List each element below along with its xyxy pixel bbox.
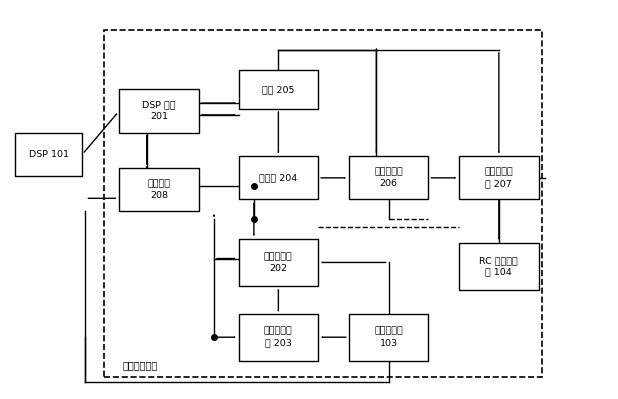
FancyBboxPatch shape — [119, 168, 199, 211]
Text: RC 低通滤波
器 104: RC 低通滤波 器 104 — [480, 256, 519, 277]
Text: DSP 接口
201: DSP 接口 201 — [142, 101, 176, 121]
FancyBboxPatch shape — [459, 156, 539, 200]
FancyBboxPatch shape — [239, 156, 318, 200]
Text: 累加器 204: 累加器 204 — [260, 173, 297, 182]
Text: 时钟生成器
103: 时钟生成器 103 — [375, 327, 403, 348]
Text: 或门 205: 或门 205 — [262, 85, 295, 94]
Text: 脉冲密度调制: 脉冲密度调制 — [122, 361, 158, 371]
Text: 输出控制电
路 207: 输出控制电 路 207 — [485, 168, 513, 188]
FancyBboxPatch shape — [349, 156, 428, 200]
FancyBboxPatch shape — [239, 314, 318, 361]
Text: 输出寄存器
206: 输出寄存器 206 — [375, 168, 403, 188]
Text: DSP 101: DSP 101 — [28, 150, 69, 159]
Text: 复位电路
208: 复位电路 208 — [148, 179, 171, 200]
FancyBboxPatch shape — [349, 314, 428, 361]
Text: 时钟门控单
元 203: 时钟门控单 元 203 — [264, 327, 293, 348]
FancyBboxPatch shape — [119, 89, 199, 132]
FancyBboxPatch shape — [239, 239, 318, 286]
FancyBboxPatch shape — [239, 70, 318, 109]
FancyBboxPatch shape — [15, 132, 82, 176]
Text: 时钟分频器
202: 时钟分频器 202 — [264, 252, 293, 273]
FancyBboxPatch shape — [459, 243, 539, 290]
